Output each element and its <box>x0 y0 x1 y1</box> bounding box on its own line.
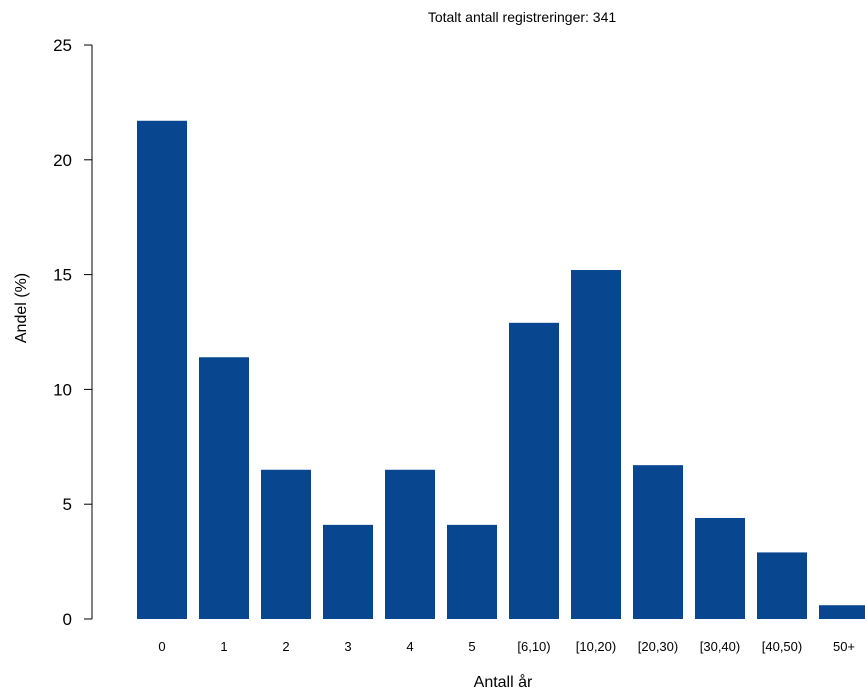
y-tick-label: 15 <box>53 266 72 285</box>
bar-[20,30) <box>633 465 683 619</box>
x-tick-label: [30,40) <box>700 639 740 654</box>
x-tick-label: 2 <box>282 639 289 654</box>
bar-0 <box>137 120 187 619</box>
x-tick-labels: 0 1 2 3 4 5 [6,10) [10,20) [20,30) [30,40) [40,50)… <box>158 639 855 654</box>
x-tick-label: [10,20) <box>576 639 616 654</box>
x-tick-label: [40,50) <box>762 639 802 654</box>
x-tick-label: 5 <box>468 639 475 654</box>
y-tick-label: 25 <box>53 36 72 55</box>
y-tick-label: 10 <box>53 380 72 399</box>
y-tick-label: 0 <box>63 610 72 629</box>
bar-[10,20) <box>571 270 621 619</box>
bar-[6,10) <box>509 322 559 619</box>
chart-subtitle: Totalt antall registreringer: 341 <box>428 9 617 25</box>
x-tick-label: [6,10) <box>517 639 550 654</box>
bar-2 <box>261 469 311 619</box>
x-tick-label: 3 <box>344 639 351 654</box>
bar-1 <box>199 357 249 619</box>
x-tick-label: 50+ <box>833 639 855 654</box>
y-axis: 0 5 10 15 20 25 <box>53 36 93 629</box>
bar-4 <box>385 469 435 619</box>
bar-5 <box>447 524 497 619</box>
y-tick-label: 5 <box>63 495 72 514</box>
bars <box>137 120 865 619</box>
x-tick-label: 1 <box>220 639 227 654</box>
y-axis-title: Andel (%) <box>13 273 30 343</box>
bar-50+ <box>819 605 865 619</box>
bar-[40,50) <box>757 552 807 619</box>
bar-3 <box>323 524 373 619</box>
x-tick-label: 0 <box>158 639 165 654</box>
x-axis-title: Antall år <box>474 673 533 691</box>
y-tick-label: 20 <box>53 151 72 170</box>
x-tick-label: [20,30) <box>638 639 678 654</box>
x-tick-label: 4 <box>406 639 413 654</box>
bar-[30,40) <box>695 517 745 619</box>
